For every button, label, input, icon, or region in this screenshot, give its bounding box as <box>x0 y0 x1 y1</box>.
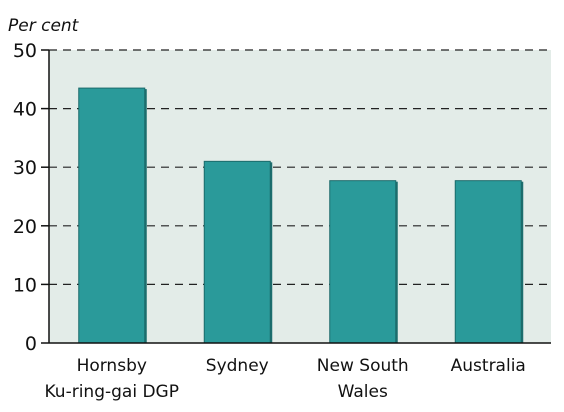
y-tick-label: 50 <box>13 40 37 62</box>
bar <box>78 87 146 344</box>
y-tick-label: 0 <box>25 333 37 355</box>
x-tick-label: Hornsby <box>77 356 147 376</box>
x-tick-label: New South <box>317 356 409 376</box>
x-tick-label: Sydney <box>206 356 269 376</box>
bar <box>454 180 522 344</box>
y-tick-label: 20 <box>13 216 37 238</box>
y-tick-label: 10 <box>13 274 37 296</box>
y-axis-label: Per cent <box>8 16 80 36</box>
y-tick-label: 30 <box>13 157 37 179</box>
x-tick-label: Australia <box>451 356 526 376</box>
bar <box>329 180 397 344</box>
x-tick-label: Wales <box>338 382 388 402</box>
y-tick-label: 40 <box>13 99 37 121</box>
x-tick-label: Ku-ring-gai DGP <box>45 382 179 402</box>
bar <box>203 160 271 344</box>
